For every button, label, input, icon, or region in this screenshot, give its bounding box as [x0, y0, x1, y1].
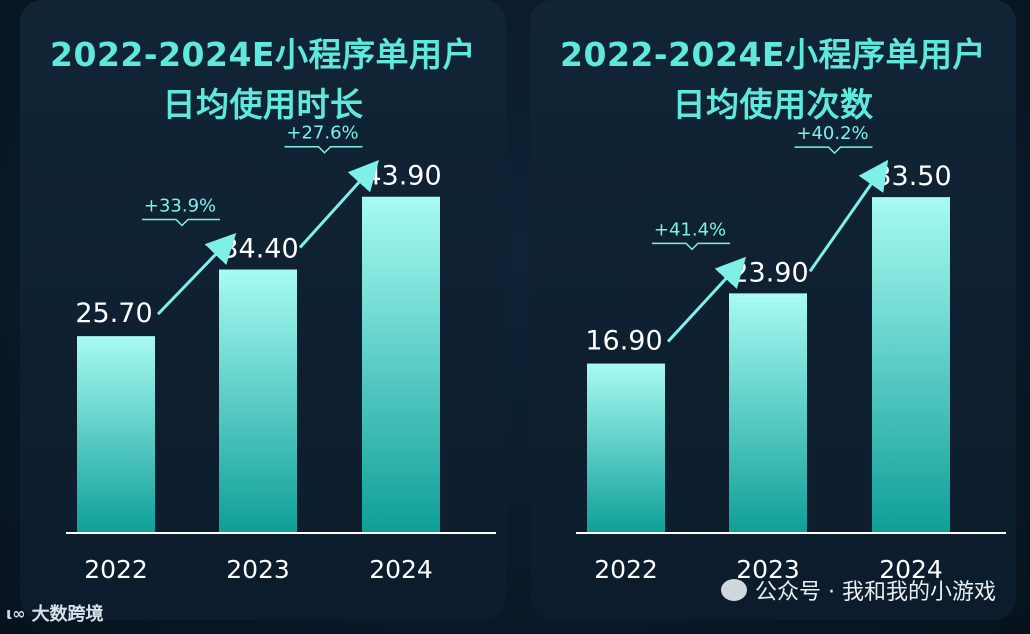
growth-label: +33.9%	[144, 195, 216, 216]
chart-panel-duration: 2022-2024E小程序单用户 日均使用时长 2022 2023 2024 25.7…	[20, 0, 506, 620]
growth-label-underline	[652, 242, 730, 251]
value-label: 34.40	[221, 233, 298, 264]
chart-title-line2: 日均使用次数	[672, 85, 874, 124]
value-label: 23.90	[731, 257, 808, 288]
x-tick-label: 2022	[594, 555, 658, 584]
bar-chart-duration: 2022 2023 2024 25.70 34.40 43.90 +33.9% +27.6%	[66, 123, 496, 584]
growth-label: +41.4%	[654, 219, 726, 240]
brand-logo-icon: ι∞	[6, 603, 26, 623]
bar-2024	[362, 196, 440, 533]
bar-2022	[77, 336, 155, 533]
chart-title-line2: 日均使用时长	[162, 85, 364, 124]
growth-arrow	[808, 159, 889, 273]
x-tick-label: 2023	[736, 555, 800, 584]
value-label: 16.90	[585, 326, 662, 357]
value-label: 25.70	[75, 298, 152, 329]
x-tick-label: 2023	[226, 555, 290, 584]
wechat-icon	[721, 579, 748, 601]
growth-label-underline	[142, 218, 220, 227]
value-label: 33.50	[874, 161, 951, 192]
growth-arrow	[666, 256, 747, 343]
chart-title-line1: 2022-2024E小程序单用户	[50, 35, 476, 74]
bar-2024	[872, 197, 950, 533]
value-label: 43.90	[364, 161, 441, 192]
bar-chart-frequency: 2022 2023 2024 16.90 23.90 33.50 +41.4% +40.2%	[576, 123, 1006, 584]
chart-panel-frequency: 2022-2024E小程序单用户 日均使用次数 2022 2023 2024 16.9…	[530, 0, 1016, 620]
growth-arrow	[298, 160, 380, 249]
bar-2023	[219, 269, 297, 533]
watermark-text: 公众号 · 我和我的小游戏	[755, 580, 996, 605]
bar-2022	[587, 363, 665, 533]
brand: ι∞ 大数跨境	[6, 600, 104, 626]
growth-label: +27.6%	[286, 123, 358, 144]
brand-text: 大数跨境	[31, 604, 104, 625]
bar-2023	[729, 293, 807, 533]
growth-label: +40.2%	[796, 123, 868, 144]
x-tick-label: 2022	[84, 555, 148, 584]
growth-label-underline	[794, 146, 873, 155]
x-tick-label: 2024	[879, 555, 943, 584]
growth-arrow	[156, 233, 237, 316]
growth-label-underline	[284, 145, 363, 154]
x-tick-label: 2024	[369, 555, 433, 584]
watermark: 公众号 · 我和我的小游戏	[721, 574, 996, 606]
chart-title-line1: 2022-2024E小程序单用户	[560, 35, 986, 74]
